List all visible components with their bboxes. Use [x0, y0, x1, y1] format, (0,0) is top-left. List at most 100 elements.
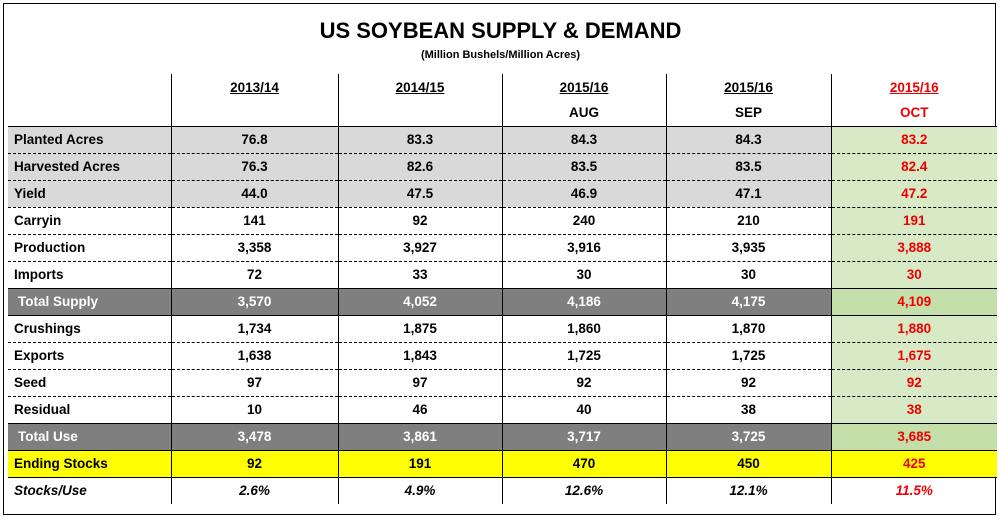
cell: 191	[337, 450, 502, 478]
cell: 11.5%	[830, 477, 997, 504]
supply-demand-table: 2013/14 2014/15 2015/16 2015/16 2015/16 …	[8, 74, 997, 504]
cell: 97	[337, 369, 502, 397]
cell: 47.1	[665, 180, 831, 208]
cell: 1,880	[830, 315, 997, 343]
cell: 425	[830, 450, 997, 478]
row-label: Imports	[8, 261, 171, 289]
header-empty	[8, 100, 171, 127]
cell: 38	[665, 396, 831, 424]
cell: 3,725	[665, 422, 831, 451]
row-label: Harvested Acres	[8, 153, 171, 181]
cell: 3,935	[665, 234, 831, 262]
table-row: Crushings 1,734 1,875 1,860 1,870 1,880	[8, 315, 997, 343]
cell: 44.0	[170, 180, 338, 208]
col-header-month	[337, 100, 502, 127]
cell: 97	[170, 369, 338, 397]
row-label: Total Supply	[8, 287, 171, 316]
cell: 40	[501, 396, 666, 424]
cell: 30	[501, 261, 666, 289]
ending-stocks-row: Ending Stocks 92 191 470 450 425	[8, 450, 997, 478]
row-label: Planted Acres	[8, 126, 171, 154]
cell: 240	[501, 207, 666, 235]
cell: 1,860	[501, 315, 666, 343]
cell: 2.6%	[170, 477, 338, 504]
cell: 141	[170, 207, 338, 235]
cell: 84.3	[501, 126, 666, 154]
col-header-year: 2015/16	[501, 74, 666, 100]
table-row: Exports 1,638 1,843 1,725 1,725 1,675	[8, 342, 997, 370]
cell: 46	[337, 396, 502, 424]
cell: 3,861	[337, 422, 502, 451]
cell: 92	[501, 369, 666, 397]
cell: 3,358	[170, 234, 338, 262]
cell: 92	[170, 450, 338, 478]
cell: 72	[170, 261, 338, 289]
row-label: Ending Stocks	[8, 450, 171, 478]
cell: 30	[665, 261, 831, 289]
row-label: Yield	[8, 180, 171, 208]
cell: 1,870	[665, 315, 831, 343]
cell: 191	[830, 207, 997, 235]
row-label: Crushings	[8, 315, 171, 343]
table-row: Residual 10 46 40 38 38	[8, 396, 997, 424]
row-label: Production	[8, 234, 171, 262]
row-label: Residual	[8, 396, 171, 424]
cell: 83.3	[337, 126, 502, 154]
cell: 33	[337, 261, 502, 289]
cell: 470	[501, 450, 666, 478]
header-empty	[8, 74, 171, 100]
cell: 92	[830, 369, 997, 397]
col-header-year: 2014/15	[337, 74, 502, 100]
cell: 3,717	[501, 422, 666, 451]
table-row: Harvested Acres 76.3 82.6 83.5 83.5 82.4	[8, 153, 997, 181]
cell: 1,725	[501, 342, 666, 370]
cell: 4,052	[337, 287, 502, 316]
cell: 1,675	[830, 342, 997, 370]
col-header-year: 2013/14	[170, 74, 338, 100]
table-frame: US SOYBEAN SUPPLY & DEMAND (Million Bush…	[3, 3, 997, 515]
header-row-months: AUG SEP OCT	[8, 100, 997, 127]
col-header-month: OCT	[830, 100, 997, 127]
row-label: Carryin	[8, 207, 171, 235]
row-label: Exports	[8, 342, 171, 370]
cell: 92	[337, 207, 502, 235]
cell: 47.5	[337, 180, 502, 208]
cell: 92	[665, 369, 831, 397]
col-header-month: AUG	[501, 100, 666, 127]
cell: 1,725	[665, 342, 831, 370]
cell: 1,843	[337, 342, 502, 370]
cell: 83.5	[501, 153, 666, 181]
table-row: Seed 97 97 92 92 92	[8, 369, 997, 397]
col-header-month: SEP	[665, 100, 831, 127]
cell: 12.1%	[665, 477, 831, 504]
page-title: US SOYBEAN SUPPLY & DEMAND	[319, 18, 682, 43]
cell: 84.3	[665, 126, 831, 154]
table-row: Production 3,358 3,927 3,916 3,935 3,888	[8, 234, 997, 262]
row-label: Stocks/Use	[14, 483, 87, 499]
table-row: Carryin 141 92 240 210 191	[8, 207, 997, 235]
cell: 83.2	[830, 126, 997, 154]
cell: 1,734	[170, 315, 338, 343]
cell: 76.8	[170, 126, 338, 154]
total-use-row: Total Use 3,478 3,861 3,717 3,725 3,685	[8, 422, 997, 451]
cell: 83.5	[665, 153, 831, 181]
cell: 3,888	[830, 234, 997, 262]
cell: 46.9	[501, 180, 666, 208]
cell: 3,570	[170, 287, 338, 316]
cell: 82.4	[830, 153, 997, 181]
col-header-year: 2015/16	[665, 74, 831, 100]
total-supply-row: Total Supply 3,570 4,052 4,186 4,175 4,1…	[8, 287, 997, 316]
cell: 4,186	[501, 287, 666, 316]
cell: 450	[665, 450, 831, 478]
cell: 4.9%	[337, 477, 502, 504]
col-header-month	[170, 100, 338, 127]
table-row: Imports 72 33 30 30 30	[8, 261, 997, 289]
cell: 4,109	[830, 287, 997, 316]
table-row: Yield 44.0 47.5 46.9 47.1 47.2	[8, 180, 997, 208]
cell: 1,875	[337, 315, 502, 343]
cell: 10	[170, 396, 338, 424]
header-row-years: 2013/14 2014/15 2015/16 2015/16 2015/16	[8, 74, 997, 100]
cell: 4,175	[665, 287, 831, 316]
cell: 38	[830, 396, 997, 424]
col-header-year: 2015/16	[830, 74, 997, 100]
